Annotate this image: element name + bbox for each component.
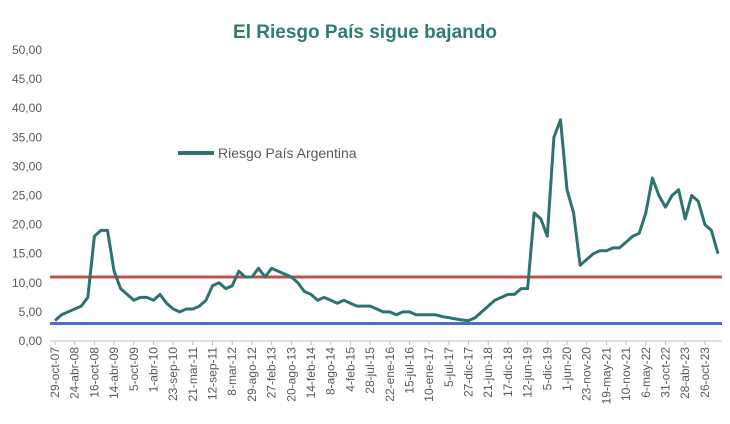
x-tick-label: 15-jul-16 (402, 347, 416, 394)
y-tick-label: 45,00 (12, 72, 42, 86)
x-tick-label: 5-dic-19 (540, 347, 554, 391)
x-tick-label: 28-jul-15 (363, 347, 377, 394)
x-tick-label: 5-oct-09 (127, 347, 141, 391)
x-tick-label: 23-sep-10 (166, 347, 180, 401)
x-tick-label: 17-dic-18 (501, 347, 515, 397)
x-tick-label: 29-oct-07 (48, 347, 62, 398)
y-tick-label: 35,00 (12, 130, 42, 144)
x-tick-label: 10-nov-21 (619, 347, 633, 401)
x-tick-label: 27-feb-13 (265, 347, 279, 399)
y-tick-label: 40,00 (12, 101, 42, 115)
x-tick-label: 22-ene-16 (383, 347, 397, 402)
x-tick-label: 26-oct-23 (698, 347, 712, 398)
x-tick-label: 10-ene-17 (422, 347, 436, 402)
x-tick-label: 16-oct-08 (87, 347, 101, 398)
x-tick-label: 1-jun-20 (560, 347, 574, 391)
y-tick-label: 10,00 (12, 276, 42, 290)
x-tick-label: 23-nov-20 (580, 347, 594, 401)
y-tick-label: 15,00 (12, 247, 42, 261)
y-tick-label: 20,00 (12, 218, 42, 232)
x-tick-label: 8-mar-12 (225, 347, 239, 396)
series-line (54, 118, 720, 323)
x-tick-label: 1-abr-10 (146, 347, 160, 393)
x-tick-label: 14-feb-14 (304, 347, 318, 399)
x-tick-label: 21-mar-11 (186, 347, 200, 402)
x-tick-label: 21-jun-18 (481, 347, 495, 398)
y-tick-label: 50,00 (12, 43, 42, 57)
x-tick-label: 6-may-22 (639, 347, 653, 398)
y-tick-label: 0,00 (19, 334, 43, 348)
x-tick-label: 5-jul-17 (442, 347, 456, 387)
y-tick-label: 25,00 (12, 189, 42, 203)
y-tick-label: 30,00 (12, 159, 42, 173)
chart-title: El Riesgo País sigue bajando (233, 22, 497, 43)
x-tick-label: 8-ago-14 (324, 347, 338, 395)
x-tick-label: 28-abr-23 (678, 347, 692, 399)
x-tick-label: 12-sep-11 (206, 347, 220, 400)
legend-label: Riesgo País Argentina (218, 145, 357, 161)
x-tick-label: 14-abr-09 (107, 347, 121, 399)
x-tick-label: 27-dic-17 (462, 347, 476, 397)
x-tick-label: 29-ago-12 (245, 347, 259, 402)
y-tick-label: 5,00 (19, 305, 43, 319)
x-tick-label: 20-ago-13 (284, 347, 298, 402)
x-tick-label: 19-may-21 (599, 347, 613, 405)
x-tick-label: 31-oct-22 (658, 347, 672, 398)
x-tick-label: 24-abr-08 (68, 347, 82, 399)
x-tick-label: 4-feb-15 (343, 347, 357, 392)
x-tick-label: 12-jun-19 (521, 347, 535, 398)
